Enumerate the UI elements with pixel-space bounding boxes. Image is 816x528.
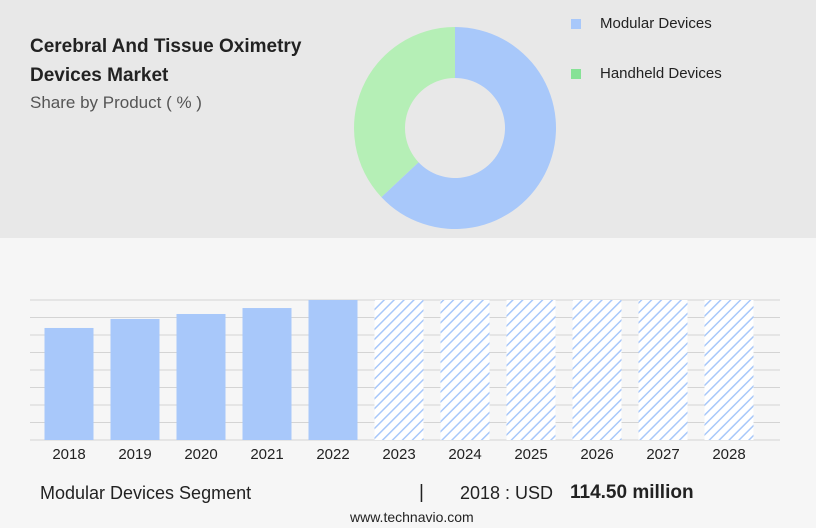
x-tick-label: 2022 [316, 446, 349, 463]
x-tick-label: 2019 [118, 446, 151, 463]
legend-label: Modular Devices [600, 15, 712, 32]
pie-slice [381, 27, 556, 229]
legend-swatch [571, 19, 581, 29]
pie-slice [354, 27, 455, 198]
source: www.technavio.com [350, 509, 474, 525]
forecast-bar [506, 300, 556, 440]
footer-year: 2018 : USD [460, 483, 554, 503]
forecast-bar [704, 300, 754, 440]
x-tick-label: 2020 [184, 446, 217, 463]
footer-separator: | [419, 482, 424, 503]
legend-label: Handheld Devices [600, 65, 722, 82]
forecast-bar [440, 300, 490, 440]
forecast-bar [572, 300, 622, 440]
x-tick-label: 2021 [250, 446, 283, 463]
bar [308, 300, 358, 440]
chart-title: Cerebral And Tissue Oximetry Devices Mar… [30, 36, 302, 86]
x-tick-label: 2018 [52, 446, 85, 463]
x-tick-label: 2025 [514, 446, 547, 463]
x-tick-label: 2028 [712, 446, 745, 463]
bar [176, 313, 226, 440]
bar [242, 308, 292, 440]
x-tick-label: 2027 [646, 446, 679, 463]
footer-value: 114.50 million [570, 482, 694, 503]
legend-swatch [571, 69, 581, 79]
forecast-bar [638, 300, 688, 440]
forecast-bar [374, 300, 424, 440]
x-tick-label: 2026 [580, 446, 613, 463]
footer-segment: Modular Devices Segment [40, 483, 252, 503]
x-tick-label: 2024 [448, 446, 481, 463]
x-tick-label: 2023 [382, 446, 415, 463]
chart-subtitle: Share by Product ( % ) [30, 93, 202, 112]
bar [44, 327, 94, 440]
bar [110, 318, 160, 440]
